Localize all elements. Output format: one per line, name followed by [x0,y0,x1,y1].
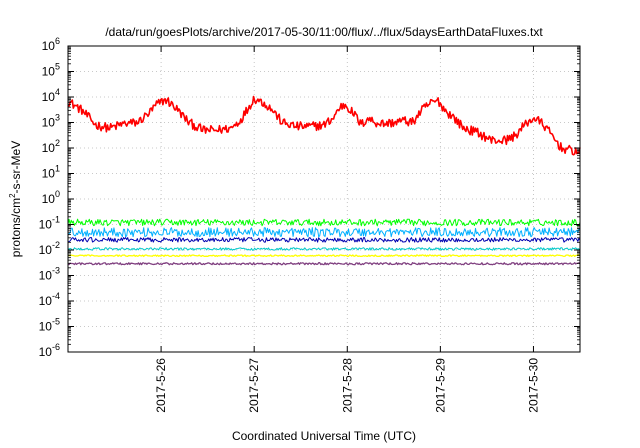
series-line-0 [67,95,581,156]
series-group [67,95,581,266]
x-tick-labels: 2017-5-26 2017-5-27 2017-5-28 2017-5-29 2017… [154,358,540,413]
y-tick-label: 10-1 [39,215,60,232]
y-axis-label-group: protons/cm2-s-sr-MeV [8,141,23,257]
y-tick-label: 104 [42,87,60,104]
tick-marks [68,45,580,353]
series-line-4 [67,247,581,251]
y-tick-labels: 10-6 10-5 10-4 10-3 10-2 10-1 100 101 102 103 104 1… [39,36,60,359]
x-tick-label: 2017-5-26 [154,358,168,413]
y-tick-label: 100 [42,189,60,206]
y-axis-label: protons/cm2-s-sr-MeV [8,141,23,257]
series-line-6 [68,262,581,266]
y-tick-label: 10-4 [39,291,60,308]
y-axis-label-superscript: 2 [8,193,17,198]
y-axis-label-rest: -s-sr-MeV [9,141,23,194]
y-axis-label-base: protons/cm [9,198,23,257]
series-line-5 [68,254,581,258]
y-tick-label: 10-5 [39,317,60,334]
y-tick-label: 102 [42,138,60,155]
y-tick-label: 105 [42,62,60,79]
y-tick-label: 101 [42,164,60,181]
x-tick-label: 2017-5-27 [247,358,261,413]
series-line-1 [67,218,581,227]
series-line-2 [67,227,581,238]
y-tick-label: 103 [42,113,60,130]
y-tick-label: 106 [42,36,60,53]
chart-title: /data/run/goesPlots/archive/2017-05-30/1… [105,25,543,39]
y-tick-label: 10-2 [39,240,60,257]
y-tick-label: 10-3 [39,266,60,283]
series-line-3 [67,237,581,243]
x-axis-label: Coordinated Universal Time (UTC) [232,429,416,443]
y-tick-label: 10-6 [39,342,60,359]
x-tick-label: 2017-5-30 [526,358,540,413]
x-tick-label: 2017-5-29 [433,358,447,413]
x-tick-label: 2017-5-28 [340,358,354,413]
